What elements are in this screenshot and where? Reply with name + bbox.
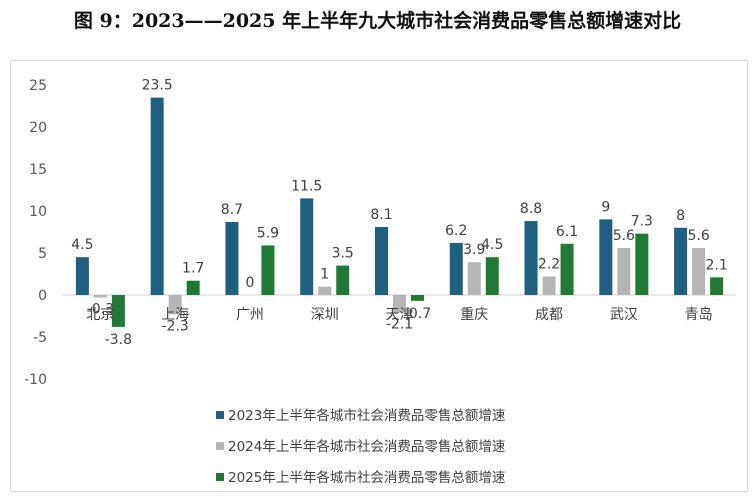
x-tick-label: 北京 bbox=[86, 307, 114, 323]
data-label: 8.1 bbox=[370, 207, 392, 223]
bar-2-成都 bbox=[542, 276, 556, 295]
bar-1-上海 bbox=[150, 97, 164, 295]
x-tick-label: 成都 bbox=[535, 307, 563, 323]
bar-1-重庆 bbox=[449, 242, 463, 295]
data-label: 4.5 bbox=[71, 237, 93, 253]
x-tick-label: 天津 bbox=[386, 307, 414, 323]
data-label: 9 bbox=[601, 199, 610, 215]
data-labels: 4.5 23.5 8.7 11.5 8.1 6.2 8.8 9 8 -0.3 -2.3 0 1 -2.1 3… bbox=[71, 78, 727, 348]
bar-1-广州 bbox=[225, 221, 239, 295]
bar-1-青岛 bbox=[674, 227, 688, 295]
bar-2-天津 bbox=[393, 295, 406, 313]
legend: 2023年上半年各城市社会消费品零售总额增速 2024年上半年各城市社会消费品零售… bbox=[216, 407, 505, 486]
x-axis: 北京 上海 广州 深圳 天津 重庆 成都 武汉 青岛 bbox=[86, 307, 712, 323]
data-label: 2.2 bbox=[538, 257, 560, 273]
bar-3-广州 bbox=[261, 245, 275, 295]
data-label: 5.6 bbox=[687, 228, 709, 244]
y-tick-label: 15 bbox=[29, 162, 47, 178]
x-tick-label: 武汉 bbox=[610, 307, 638, 323]
data-label: 8.8 bbox=[520, 201, 542, 217]
x-tick-label: 深圳 bbox=[311, 307, 339, 323]
data-label: 8.7 bbox=[221, 202, 243, 218]
y-tick-label: 25 bbox=[29, 78, 47, 94]
y-tick-label: 10 bbox=[29, 204, 47, 220]
bar-1-成都 bbox=[524, 221, 538, 295]
y-tick-label: 5 bbox=[38, 246, 47, 262]
bar-3-重庆 bbox=[485, 257, 499, 295]
legend-swatch bbox=[216, 473, 224, 481]
x-tick-label: 上海 bbox=[161, 307, 189, 323]
bar-1-深圳 bbox=[300, 198, 314, 295]
data-label: 3.5 bbox=[332, 246, 354, 262]
bar-3-上海 bbox=[186, 280, 200, 295]
bar-2-上海 bbox=[168, 295, 182, 315]
bar-3-北京 bbox=[111, 295, 125, 327]
data-label: 2.1 bbox=[705, 257, 727, 273]
x-tick-label: 重庆 bbox=[460, 307, 488, 323]
legend-label: 2023年上半年各城市社会消费品零售总额增速 bbox=[228, 407, 505, 424]
bar-1-北京 bbox=[75, 257, 89, 295]
data-label: -2.3 bbox=[162, 318, 189, 334]
legend-label: 2024年上半年各城市社会消费品零售总额增速 bbox=[228, 438, 505, 455]
data-label: 4.5 bbox=[481, 237, 503, 253]
x-tick-label: 青岛 bbox=[685, 307, 713, 323]
data-label: 11.5 bbox=[291, 178, 322, 194]
data-label: 6.1 bbox=[556, 224, 578, 240]
data-label: 23.5 bbox=[142, 78, 173, 94]
legend-swatch bbox=[216, 442, 224, 450]
y-tick-label: 20 bbox=[29, 120, 47, 136]
data-label: 6.2 bbox=[445, 223, 467, 239]
bar-3-青岛 bbox=[710, 277, 724, 295]
data-label: 0 bbox=[245, 275, 254, 291]
data-label: -0.7 bbox=[404, 306, 431, 322]
y-tick-label: 0 bbox=[38, 288, 47, 304]
data-label: -3.8 bbox=[105, 332, 132, 348]
bar-2-青岛 bbox=[692, 247, 706, 295]
bar-2-武汉 bbox=[617, 247, 631, 295]
data-label: -2.1 bbox=[386, 317, 413, 333]
data-label: 5.9 bbox=[257, 225, 279, 241]
bar-plot-area bbox=[75, 97, 724, 327]
bar-1-武汉 bbox=[599, 219, 613, 295]
data-label: 8 bbox=[676, 208, 685, 224]
data-label: -0.3 bbox=[87, 302, 114, 318]
data-label: 5.6 bbox=[613, 228, 635, 244]
y-tick-label: -5 bbox=[33, 330, 47, 346]
y-tick-label: -10 bbox=[24, 372, 47, 388]
data-label: 7.3 bbox=[631, 214, 653, 230]
chart-title: 图 9：2023——2025 年上半年九大城市社会消费品零售总额增速对比 bbox=[73, 10, 682, 32]
data-label: 1 bbox=[320, 267, 329, 283]
x-tick-label: 广州 bbox=[236, 307, 264, 323]
bar-3-深圳 bbox=[336, 265, 350, 295]
bar-3-天津 bbox=[411, 295, 424, 301]
legend-label: 2025年上半年各城市社会消费品零售总额增速 bbox=[228, 469, 505, 486]
data-label: 3.9 bbox=[463, 242, 485, 258]
chart-frame: -10 -5 0 5 10 15 20 25 北京 上海 广州 深圳 天津 重庆 成都 武汉 青岛 4.5 23… bbox=[10, 60, 748, 492]
bar-3-武汉 bbox=[635, 233, 649, 295]
data-label: 1.7 bbox=[182, 261, 204, 277]
bar-3-成都 bbox=[560, 243, 574, 295]
bar-2-北京 bbox=[93, 295, 107, 298]
legend-swatch bbox=[216, 411, 224, 419]
bar-2-重庆 bbox=[467, 262, 481, 295]
bar-2-深圳 bbox=[318, 286, 332, 295]
bar-1-天津 bbox=[375, 226, 388, 295]
